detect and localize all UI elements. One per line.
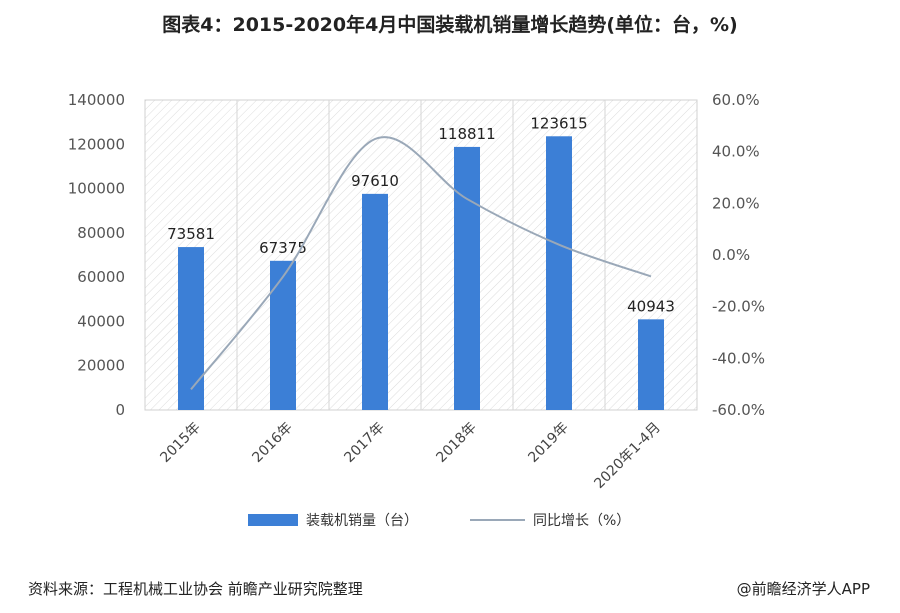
- left-tick-label: 20000: [77, 357, 125, 375]
- watermark-credit: @前瞻经济学人APP: [736, 580, 870, 598]
- bar: [454, 146, 480, 410]
- bar: [270, 260, 296, 410]
- x-tick-label: 2019年: [525, 420, 571, 466]
- bar-data-label: 40943: [627, 297, 675, 315]
- chart-canvas: 020000400006000080000100000120000140000 …: [68, 91, 765, 529]
- legend-bar-swatch: [248, 514, 298, 526]
- bar-data-label: 97610: [351, 172, 399, 190]
- left-axis: 0 20000 40000 60000 80000 100000 120000 140000: [68, 91, 125, 419]
- x-tick-label: 2017年: [341, 420, 387, 466]
- right-tick-label: -60.0%: [712, 401, 765, 419]
- source-note: 资料来源：工程机械工业协会 前瞻产业研究院整理: [28, 580, 363, 598]
- left-tick-label: 120000: [68, 135, 125, 153]
- left-tick-label: 80000: [77, 224, 125, 242]
- bar-series: [178, 136, 664, 410]
- legend-line-label: 同比增长（%）: [533, 513, 630, 529]
- x-tick-label: 2018年: [433, 420, 479, 466]
- right-tick-label: 0.0%: [712, 246, 750, 264]
- right-tick-label: 40.0%: [712, 143, 760, 161]
- bar: [178, 247, 204, 410]
- legend: 装载机销量（台） 同比增长（%）: [248, 513, 630, 529]
- bar-data-label: 73581: [167, 225, 215, 243]
- legend-bar-label: 装载机销量（台）: [306, 513, 418, 529]
- right-tick-label: 60.0%: [712, 91, 760, 109]
- x-tick-label: 2015年: [157, 420, 203, 466]
- bar-data-label: 118811: [438, 125, 495, 143]
- bar: [362, 193, 388, 410]
- left-tick-label: 140000: [68, 91, 125, 109]
- left-tick-label: 60000: [77, 268, 125, 286]
- x-tick-label: 2020年1-4月: [591, 420, 663, 492]
- x-tick-label: 2016年: [249, 420, 295, 466]
- right-tick-label: 20.0%: [712, 194, 760, 212]
- right-tick-label: -40.0%: [712, 349, 765, 367]
- bar: [546, 136, 572, 410]
- growth-line: [190, 136, 652, 390]
- x-axis: 2015年 2016年 2017年 2018年 2019年 2020年1-4月: [157, 420, 663, 492]
- left-tick-label: 0: [115, 401, 125, 419]
- bar: [638, 319, 664, 410]
- bar-data-label: 67375: [259, 239, 307, 257]
- bar-data-label: 123615: [530, 114, 587, 132]
- chart-title: 图表4：2015-2020年4月中国装载机销量增长趋势(单位：台，%): [162, 14, 738, 36]
- left-tick-label: 40000: [77, 312, 125, 330]
- gridlines: [236, 100, 606, 410]
- left-tick-label: 100000: [68, 180, 125, 198]
- right-tick-label: -20.0%: [712, 298, 765, 316]
- right-axis: -60.0% -40.0% -20.0% 0.0% 20.0% 40.0% 60.0%: [712, 91, 765, 419]
- data-labels: 73581 67375 97610 118811 123615 40943: [167, 114, 675, 315]
